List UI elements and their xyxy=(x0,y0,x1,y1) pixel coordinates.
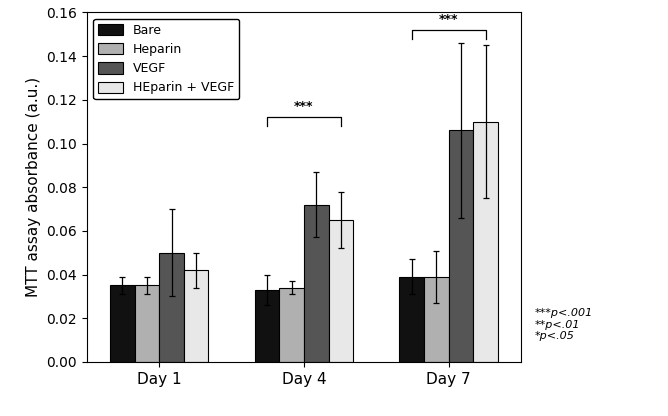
Bar xyxy=(329,220,353,362)
Bar xyxy=(304,205,329,362)
Bar xyxy=(449,131,473,362)
Bar xyxy=(279,288,304,362)
Bar xyxy=(473,121,498,362)
Bar xyxy=(110,285,134,362)
Text: ***: *** xyxy=(294,100,314,113)
Y-axis label: MTT assay absorbance (a.u.): MTT assay absorbance (a.u.) xyxy=(25,77,41,297)
Bar xyxy=(424,277,449,362)
Bar xyxy=(184,270,208,362)
Bar xyxy=(255,290,279,362)
Text: ***p<.001
**p<.01
*p<.05: ***p<.001 **p<.01 *p<.05 xyxy=(534,308,593,341)
Bar xyxy=(134,285,159,362)
Legend: Bare, Heparin, VEGF, HEparin + VEGF: Bare, Heparin, VEGF, HEparin + VEGF xyxy=(93,19,239,99)
Text: ***: *** xyxy=(439,12,458,26)
Bar xyxy=(399,277,424,362)
Bar xyxy=(159,253,184,362)
